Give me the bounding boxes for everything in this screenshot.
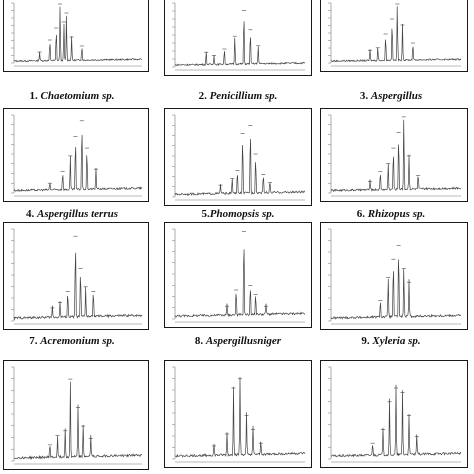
chromatogram-1 bbox=[11, 2, 143, 67]
chromatogram-12 bbox=[328, 366, 462, 463]
caption-3: 3. Aspergillus bbox=[360, 90, 422, 102]
caption-3-name: Aspergillus bbox=[370, 90, 423, 102]
chromatogram-8 bbox=[172, 228, 306, 323]
chromatogram-3 bbox=[328, 2, 462, 67]
caption-8-number: 8. bbox=[194, 335, 204, 347]
caption-4-name: Aspergillus terrus bbox=[37, 208, 118, 220]
caption-7: 7. Acremonium sp. bbox=[29, 335, 115, 347]
chromatogram-trace bbox=[13, 134, 143, 192]
caption-4: 4. Aspergillus terrus bbox=[26, 208, 118, 220]
chromatogram-trace bbox=[330, 384, 462, 458]
chromatogram-11 bbox=[172, 366, 306, 463]
chromatogram-trace bbox=[330, 6, 462, 63]
caption-6-name: Rhizopus sp. bbox=[367, 208, 426, 220]
chromatogram-6 bbox=[328, 114, 462, 197]
chromatogram-trace bbox=[13, 6, 143, 63]
caption-1: 1. Chaetomium sp. bbox=[30, 90, 115, 102]
chromatogram-trace bbox=[330, 259, 461, 320]
caption-6-number: 6. bbox=[356, 208, 366, 220]
caption-1-name: Chaetomium sp. bbox=[40, 90, 115, 102]
chromatogram-panel-8 bbox=[164, 222, 312, 328]
caption-7-name: Acremonium sp. bbox=[40, 335, 115, 347]
chromatogram-9 bbox=[328, 228, 461, 325]
caption-8-name: Aspergillusniger bbox=[205, 335, 282, 347]
chromatogram-trace bbox=[175, 377, 306, 458]
caption-5: 5.Phomopsis sp. bbox=[201, 208, 274, 220]
chromatogram-trace bbox=[330, 119, 462, 193]
chromatogram-panel-7 bbox=[3, 222, 149, 330]
chromatogram-panel-12 bbox=[320, 360, 468, 468]
chromatogram-panel-6 bbox=[320, 108, 468, 202]
caption-9-number: 9. bbox=[361, 335, 370, 347]
chromatogram-panel-3 bbox=[320, 0, 468, 72]
caption-3-number: 3. bbox=[359, 90, 369, 102]
chromatogram-10 bbox=[11, 366, 143, 465]
caption-8: 8. Aspergillusniger bbox=[195, 335, 281, 347]
chromatogram-7 bbox=[11, 228, 143, 325]
caption-4-number: 4. bbox=[26, 208, 35, 220]
chromatogram-panel-10 bbox=[3, 360, 149, 470]
caption-2-name: Penicillium sp. bbox=[209, 90, 278, 102]
caption-2-number: 2. bbox=[198, 90, 207, 102]
chromatogram-trace bbox=[174, 249, 306, 318]
caption-1-number: 1. bbox=[29, 90, 38, 102]
chromatogram-panel-11 bbox=[164, 360, 312, 468]
chromatogram-trace bbox=[13, 252, 143, 321]
chromatogram-trace bbox=[13, 381, 143, 460]
chromatogram-panel-1 bbox=[3, 0, 149, 72]
chromatogram-trace bbox=[174, 21, 306, 67]
chromatogram-5 bbox=[172, 114, 306, 201]
chromatogram-panel-2 bbox=[164, 0, 312, 76]
caption-5-name: Phomopsis sp. bbox=[209, 208, 275, 220]
caption-7-number: 7. bbox=[29, 335, 38, 347]
caption-5-number: 5. bbox=[201, 208, 210, 220]
chromatogram-4 bbox=[11, 114, 143, 197]
caption-2: 2. Penicillium sp. bbox=[199, 90, 278, 102]
caption-9: 9. Xyleria sp. bbox=[361, 335, 420, 347]
chromatogram-panel-4 bbox=[3, 108, 149, 202]
chromatogram-2 bbox=[172, 2, 306, 71]
chromatogram-panel-9 bbox=[320, 222, 468, 330]
caption-6: 6. Rhizopus sp. bbox=[357, 208, 425, 220]
chromatogram-panel-5 bbox=[164, 108, 312, 206]
caption-9-name: Xyleria sp. bbox=[372, 335, 421, 347]
chromatogram-trace bbox=[174, 138, 306, 196]
